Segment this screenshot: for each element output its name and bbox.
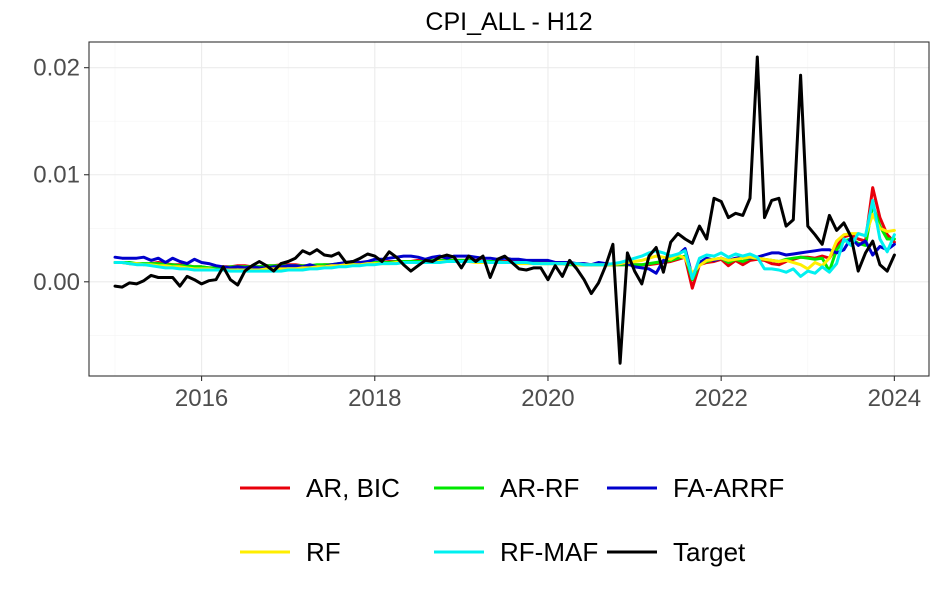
chart-title: CPI_ALL - H12 <box>425 8 592 36</box>
grid <box>89 42 929 376</box>
y-tick-label: 0.01 <box>33 162 80 189</box>
y-tick-label: 0.00 <box>33 269 80 296</box>
x-tick-label: 2024 <box>868 385 921 412</box>
legend-label: AR, BIC <box>306 473 400 503</box>
legend-label: Target <box>673 537 746 567</box>
series-line-target <box>113 55 896 365</box>
legend-label: AR-RF <box>500 473 579 503</box>
x-tick-label: 2020 <box>521 385 574 412</box>
legend: AR, BIC AR-RF FA-ARRF RF RF-MAF Target <box>240 473 784 567</box>
legend-label: RF-MAF <box>500 537 598 567</box>
legend-label: FA-ARRF <box>673 473 784 503</box>
plot-panel-border <box>88 41 930 377</box>
series-lines <box>113 55 896 365</box>
series-line-ar-bic <box>113 186 896 290</box>
series-line-fa-arrf <box>113 236 896 278</box>
x-tick-label: 2016 <box>175 385 228 412</box>
x-tick-label: 2022 <box>694 385 747 412</box>
axes: 2016 2018 2020 2022 2024 0.00 0.01 0.02 <box>33 55 921 412</box>
y-tick-label: 0.02 <box>33 55 80 82</box>
legend-label: RF <box>306 537 341 567</box>
x-tick-label: 2018 <box>348 385 401 412</box>
